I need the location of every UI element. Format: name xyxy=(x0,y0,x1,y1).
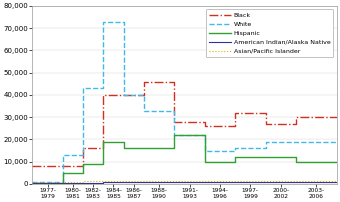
Legend: Black, White, Hispanic, American Indian/Alaska Native, Asian/Pacific Islander: Black, White, Hispanic, American Indian/… xyxy=(206,9,334,57)
